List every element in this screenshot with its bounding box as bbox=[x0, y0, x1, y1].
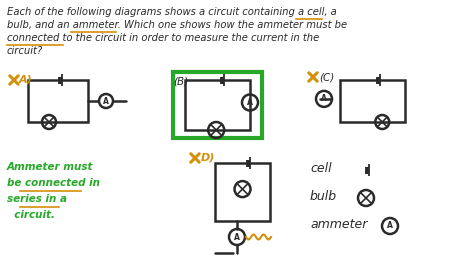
Text: D): D) bbox=[201, 153, 215, 163]
Bar bbox=[185, 80, 250, 130]
Text: cell: cell bbox=[310, 162, 332, 175]
Bar bbox=[340, 80, 405, 122]
Text: circuit?: circuit? bbox=[7, 46, 43, 56]
Text: (C): (C) bbox=[319, 72, 334, 82]
Bar bbox=[28, 80, 88, 122]
Text: A: A bbox=[103, 97, 109, 106]
Text: bulb: bulb bbox=[310, 190, 337, 203]
Text: Each of the following diagrams shows a circuit containing a cell, a: Each of the following diagrams shows a c… bbox=[7, 7, 337, 17]
Text: circuit.: circuit. bbox=[7, 210, 55, 220]
Text: A: A bbox=[387, 222, 393, 231]
Text: series in a: series in a bbox=[7, 194, 67, 204]
Text: A: A bbox=[321, 94, 327, 103]
Text: bulb, and an ammeter. Which one shows how the ammeter must be: bulb, and an ammeter. Which one shows ho… bbox=[7, 20, 347, 30]
Text: ammeter: ammeter bbox=[310, 218, 367, 231]
Bar bbox=[173, 72, 262, 138]
Text: A: A bbox=[234, 232, 240, 242]
Text: A: A bbox=[247, 98, 253, 107]
Text: connected to the circuit in order to measure the current in the: connected to the circuit in order to mea… bbox=[7, 33, 319, 43]
Text: be connected in: be connected in bbox=[7, 178, 100, 188]
Text: A): A) bbox=[19, 74, 33, 84]
Text: (B): (B) bbox=[173, 76, 188, 86]
Text: Ammeter must: Ammeter must bbox=[7, 162, 93, 172]
Bar bbox=[215, 163, 270, 221]
